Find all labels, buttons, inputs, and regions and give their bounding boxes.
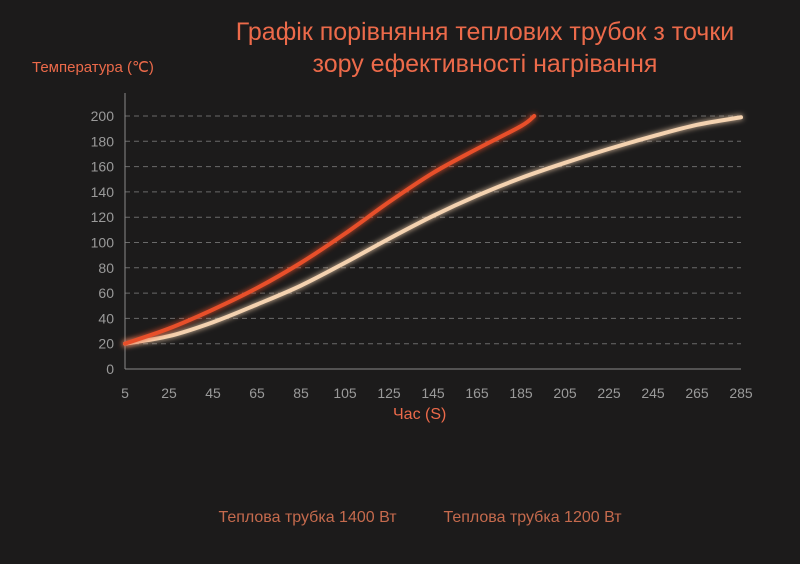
x-tick-label: 145 (421, 385, 445, 401)
series-lines (123, 114, 743, 346)
x-tick-label: 245 (641, 385, 665, 401)
x-tick-label: 85 (293, 385, 309, 401)
chart-title: Графік порівняння теплових трубок з точк… (235, 18, 735, 78)
y-tick-label: 0 (106, 361, 114, 377)
y-tick-label: 40 (98, 310, 114, 326)
x-tick-label: 265 (685, 385, 709, 401)
x-tick-label: 285 (729, 385, 753, 401)
x-tick-label: 105 (333, 385, 357, 401)
y-axis-label: Температура (℃) (32, 59, 154, 76)
y-tick-label: 160 (91, 159, 115, 175)
x-tick-label: 25 (161, 385, 177, 401)
y-tick-labels: 0 20 40 60 80 100 120 140 160 180 200 (91, 108, 115, 377)
x-tick-labels: 5 25 45 65 85 105 125 145 165 185 205 225 245 265 285 (121, 385, 753, 401)
axes (124, 93, 741, 370)
x-tick-label: 225 (597, 385, 621, 401)
y-tick-label: 60 (98, 285, 114, 301)
x-tick-label: 185 (509, 385, 533, 401)
series-line-1 (123, 114, 537, 346)
x-axis-label: Час (S) (393, 406, 447, 423)
y-tick-label: 180 (91, 133, 115, 149)
x-tick-label: 165 (465, 385, 489, 401)
x-tick-label: 205 (553, 385, 577, 401)
legend-label-series-2: Теплова трубка 1200 Вт (443, 509, 622, 526)
y-tick-label: 80 (98, 260, 114, 276)
y-tick-label: 20 (98, 336, 114, 352)
x-tick-label: 5 (121, 385, 129, 401)
series-line-2 (123, 115, 743, 346)
y-tick-label: 140 (91, 184, 115, 200)
y-tick-label: 120 (91, 209, 115, 225)
x-tick-label: 45 (205, 385, 221, 401)
x-tick-label: 125 (377, 385, 401, 401)
legend-label-series-1: Теплова трубка 1400 Вт (218, 509, 397, 526)
y-tick-label: 100 (91, 235, 115, 251)
x-tick-label: 65 (249, 385, 265, 401)
y-tick-label: 200 (91, 108, 115, 124)
